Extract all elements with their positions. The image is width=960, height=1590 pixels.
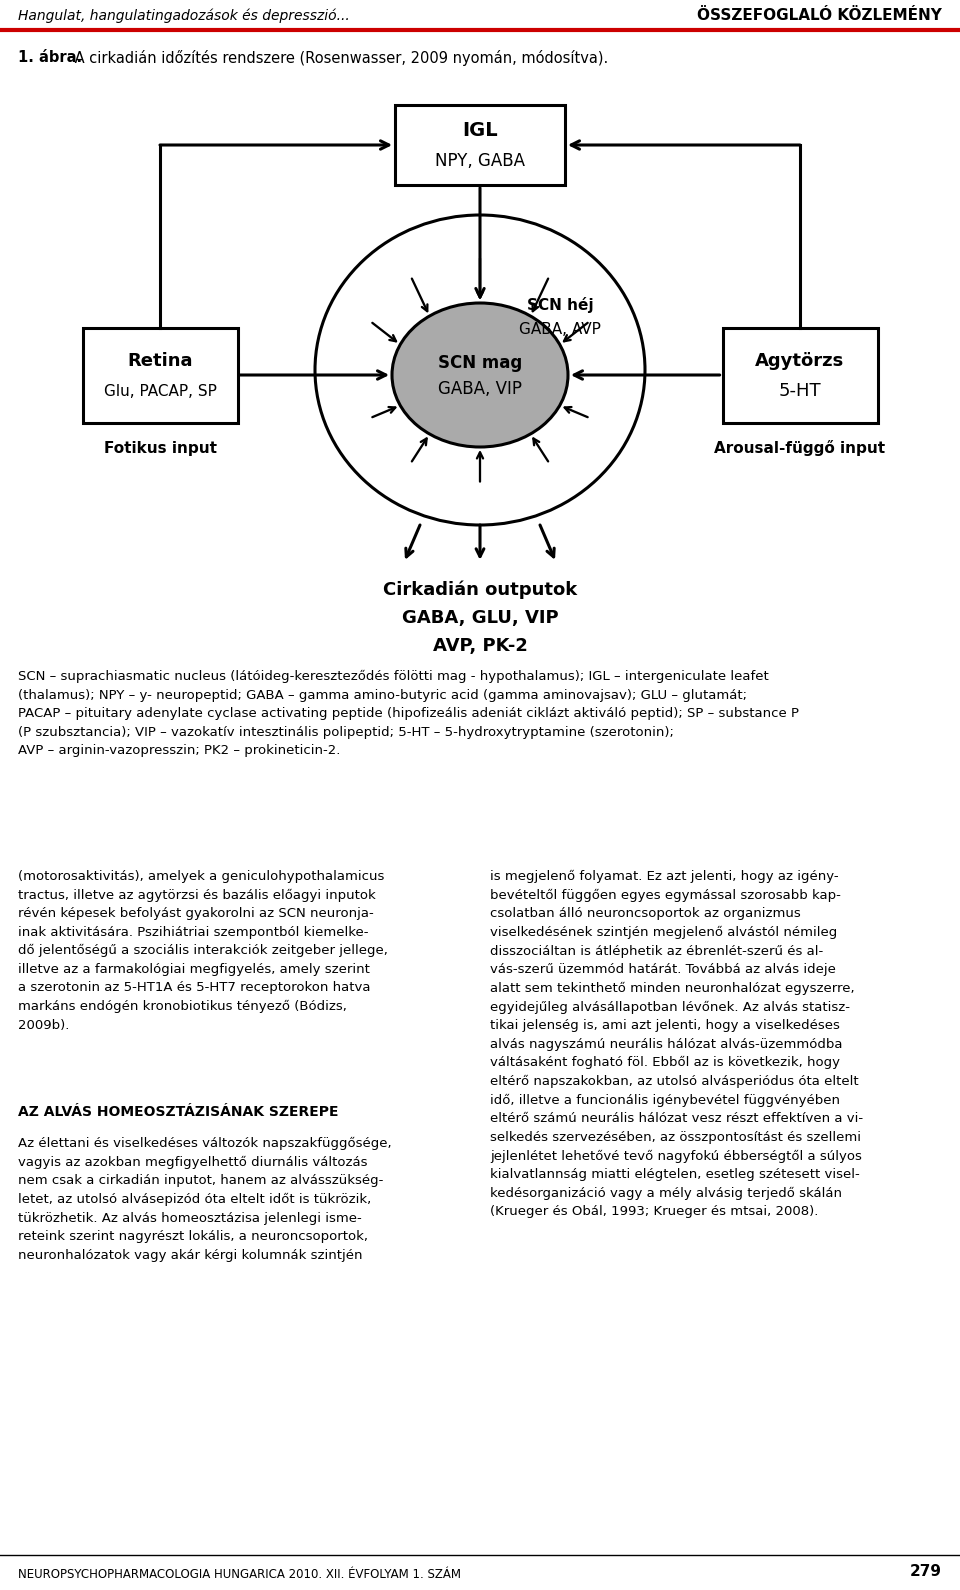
Text: Az élettani és viselkedéses változók napszakfüggősége,
vagyis az azokban megfigy: Az élettani és viselkedéses változók nap… [18, 1137, 392, 1261]
Bar [395, 105, 565, 184]
Text: Agytörzs: Agytörzs [756, 351, 845, 370]
Bar [83, 328, 237, 423]
Text: Arousal-függő input: Arousal-függő input [714, 440, 885, 456]
Text: 1. ábra.: 1. ábra. [18, 51, 83, 65]
Text: (motorosaktivitás), amelyek a geniculohypothalamicus
tractus, illetve az agytörz: (motorosaktivitás), amelyek a geniculohy… [18, 870, 388, 1032]
Ellipse shape [315, 215, 645, 525]
Text: AVP, PK-2: AVP, PK-2 [433, 638, 527, 655]
Text: Retina: Retina [128, 351, 193, 370]
Text: AZ ALVÁS HOMEOSZTÁZISÁNAK SZEREPE: AZ ALVÁS HOMEOSZTÁZISÁNAK SZEREPE [18, 1105, 339, 1119]
Text: Hangulat, hangulatingadozások és depresszió...: Hangulat, hangulatingadozások és depress… [18, 10, 349, 24]
Text: NEUROPSYCHOPHARMACOLOGIA HUNGARICA 2010. XII. ÉVFOLYAM 1. SZÁM: NEUROPSYCHOPHARMACOLOGIA HUNGARICA 2010.… [18, 1568, 461, 1580]
Text: SCN – suprachiasmatic nucleus (látóideg-kereszteződés fölötti mag - hypothalamus: SCN – suprachiasmatic nucleus (látóideg-… [18, 669, 799, 757]
Text: GABA, VIP: GABA, VIP [438, 380, 522, 398]
Text: A cirkadián időzítés rendszere (Rosenwasser, 2009 nyomán, módosítva).: A cirkadián időzítés rendszere (Rosenwas… [70, 49, 609, 67]
Text: is megjelenő folyamat. Ez azt jelenti, hogy az igény-
bevételtől függően egyes e: is megjelenő folyamat. Ez azt jelenti, h… [490, 870, 863, 1218]
Bar [723, 328, 877, 423]
Text: GABA, GLU, VIP: GABA, GLU, VIP [401, 609, 559, 626]
Text: SCN mag: SCN mag [438, 355, 522, 372]
Text: ÖSSZEFOGLALÓ KÖZLEMÉNY: ÖSSZEFOGLALÓ KÖZLEMÉNY [697, 8, 942, 24]
Text: IGL: IGL [462, 121, 498, 140]
Text: Cirkadián outputok: Cirkadián outputok [383, 580, 577, 599]
Text: 5-HT: 5-HT [779, 382, 822, 401]
Ellipse shape [392, 304, 568, 447]
Text: NPY, GABA: NPY, GABA [435, 153, 525, 170]
Text: 279: 279 [910, 1565, 942, 1579]
Text: Fotikus input: Fotikus input [104, 440, 217, 456]
Text: Glu, PACAP, SP: Glu, PACAP, SP [104, 383, 216, 399]
Text: GABA, AVP: GABA, AVP [519, 323, 601, 337]
Text: SCN héj: SCN héj [527, 297, 593, 313]
